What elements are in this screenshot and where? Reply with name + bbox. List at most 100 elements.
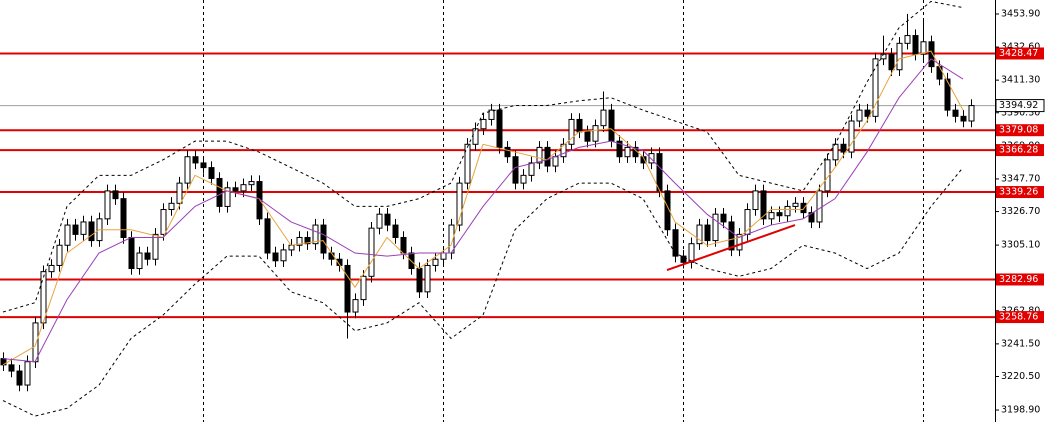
candle-body bbox=[384, 213, 391, 226]
candle-body bbox=[592, 125, 599, 142]
level-label: 3339.26 bbox=[999, 187, 1038, 198]
candle-body bbox=[184, 156, 191, 184]
y-tick-label: 3262.80 bbox=[1001, 305, 1040, 316]
y-tick-label: 3390.30 bbox=[1001, 107, 1040, 118]
y-tick-label: 3305.10 bbox=[1001, 240, 1040, 251]
candle-body bbox=[104, 190, 111, 220]
candle-body bbox=[808, 212, 815, 223]
candle-body bbox=[584, 131, 591, 142]
indicator-line bbox=[2, 0, 964, 313]
candle-body bbox=[768, 212, 775, 220]
candle-body bbox=[928, 41, 935, 68]
candle-body bbox=[264, 218, 271, 254]
candle-body bbox=[120, 198, 127, 238]
candle-body bbox=[224, 187, 231, 207]
candle-body bbox=[520, 174, 527, 184]
y-tick-label: 3220.50 bbox=[1001, 371, 1040, 382]
candle-body bbox=[944, 78, 951, 111]
candle-body bbox=[960, 115, 967, 122]
candle-body bbox=[968, 105, 975, 122]
candle-body bbox=[824, 159, 831, 192]
candle-body bbox=[192, 156, 199, 164]
y-tick-label: 3347.70 bbox=[1001, 173, 1040, 184]
candle-body bbox=[792, 202, 799, 207]
last-price-box bbox=[995, 99, 1045, 113]
candle-body bbox=[696, 224, 703, 245]
candle-body bbox=[472, 128, 479, 145]
candle-body bbox=[208, 167, 215, 179]
candle-body bbox=[160, 209, 167, 235]
candle-body bbox=[752, 190, 759, 211]
candle-body bbox=[920, 41, 927, 55]
candle-body bbox=[840, 143, 847, 153]
candle-body bbox=[888, 53, 895, 71]
candle-body bbox=[400, 236, 407, 254]
candle-body bbox=[496, 109, 503, 148]
candle-body bbox=[432, 258, 439, 266]
candle-body bbox=[576, 118, 583, 133]
candle-body bbox=[544, 146, 551, 167]
candle-body bbox=[608, 109, 615, 142]
candle-body bbox=[488, 109, 495, 120]
candle-body bbox=[32, 322, 39, 363]
candle-body bbox=[480, 118, 487, 130]
candle-body bbox=[720, 213, 727, 223]
level-label: 3258.76 bbox=[999, 312, 1038, 323]
candle-body bbox=[736, 233, 743, 251]
candle-body bbox=[56, 244, 63, 266]
candle-body bbox=[352, 299, 359, 313]
candle-body bbox=[152, 233, 159, 260]
candle-body bbox=[680, 255, 687, 263]
candle-body bbox=[304, 236, 311, 245]
candle-body bbox=[600, 109, 607, 127]
candle-body bbox=[656, 153, 663, 192]
level-label-box bbox=[996, 186, 1044, 199]
candle-body bbox=[664, 190, 671, 231]
candle-body bbox=[232, 187, 239, 192]
candle-body bbox=[416, 268, 423, 293]
candle-body bbox=[8, 364, 15, 372]
level-label-box bbox=[996, 273, 1044, 286]
candle-body bbox=[872, 58, 879, 117]
candle-body bbox=[200, 162, 207, 169]
y-tick-label: 3241.50 bbox=[1001, 338, 1040, 349]
candle-body bbox=[512, 156, 519, 184]
candle-body bbox=[288, 244, 295, 251]
level-label: 3282.96 bbox=[999, 274, 1038, 285]
candle-body bbox=[24, 361, 31, 386]
candle-body bbox=[64, 224, 71, 246]
candle-body bbox=[88, 221, 95, 242]
candle-body bbox=[440, 252, 447, 260]
candle-body bbox=[616, 140, 623, 158]
candle-body bbox=[912, 35, 919, 55]
candle-body bbox=[688, 243, 695, 263]
candle-body bbox=[72, 224, 79, 235]
candle-body bbox=[760, 190, 767, 220]
candle-body bbox=[904, 35, 911, 44]
indicator-line bbox=[2, 167, 964, 417]
period-separators bbox=[203, 0, 924, 422]
level-label-box bbox=[996, 124, 1044, 137]
candle-body bbox=[896, 42, 903, 71]
candle-body bbox=[856, 109, 863, 122]
candle-body bbox=[360, 275, 367, 301]
candle-body bbox=[800, 202, 807, 214]
candle-body bbox=[504, 146, 511, 158]
candle-body bbox=[624, 146, 631, 158]
candle-body bbox=[240, 184, 247, 192]
level-label: 3428.47 bbox=[999, 48, 1038, 59]
candle-body bbox=[16, 370, 23, 386]
candle-body bbox=[776, 212, 783, 217]
candle-body bbox=[272, 252, 279, 262]
level-label-box bbox=[996, 144, 1044, 157]
candle-body bbox=[728, 221, 735, 251]
y-tick-label: 3411.30 bbox=[1001, 75, 1040, 86]
candle-body bbox=[216, 177, 223, 207]
candle-body bbox=[176, 182, 183, 204]
candle-body bbox=[552, 156, 559, 167]
y-tick-label: 3198.90 bbox=[1001, 405, 1040, 416]
candle-body bbox=[832, 143, 839, 161]
candle-body bbox=[368, 227, 375, 277]
candle-body bbox=[936, 66, 943, 80]
